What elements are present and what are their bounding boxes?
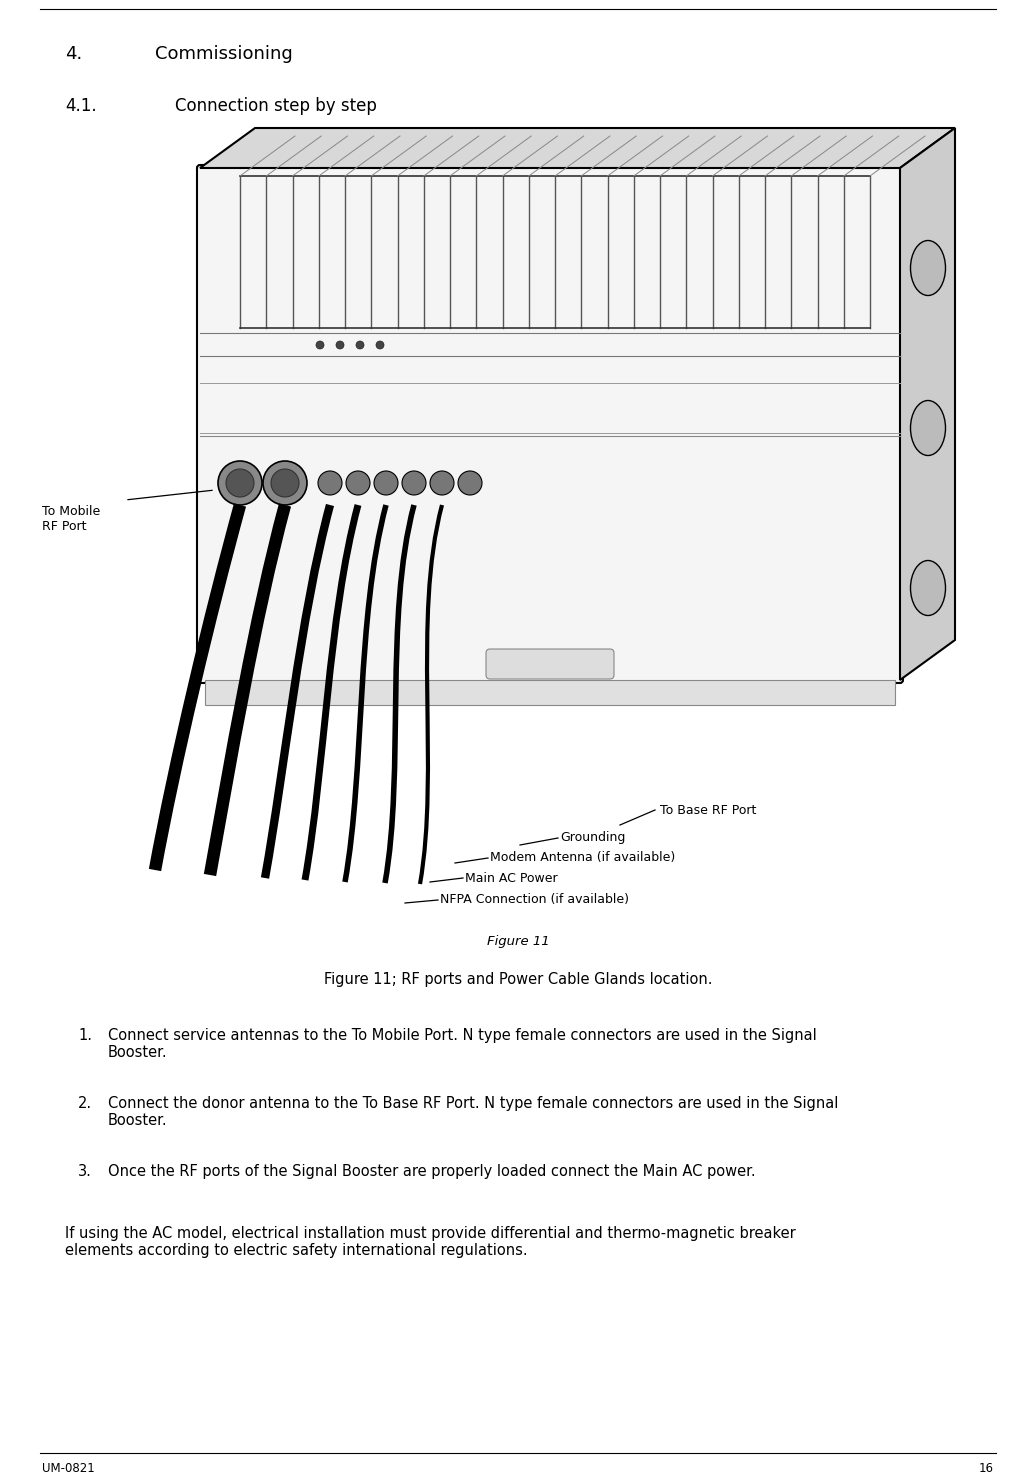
Circle shape <box>318 471 342 495</box>
Text: Main AC Power: Main AC Power <box>465 871 557 884</box>
Text: Figure 11: Figure 11 <box>487 935 549 948</box>
Circle shape <box>356 341 364 350</box>
Text: To Base RF Port: To Base RF Port <box>660 804 756 816</box>
Circle shape <box>316 341 324 350</box>
Text: To Mobile
RF Port: To Mobile RF Port <box>42 505 100 533</box>
Text: 4.: 4. <box>65 44 82 64</box>
Text: 3.: 3. <box>78 1164 92 1179</box>
Text: NFPA Connection (if available): NFPA Connection (if available) <box>440 893 629 906</box>
Circle shape <box>226 469 254 498</box>
Circle shape <box>430 471 454 495</box>
Circle shape <box>263 461 307 505</box>
Text: Connection step by step: Connection step by step <box>175 96 377 116</box>
Polygon shape <box>900 127 955 680</box>
Text: 1.: 1. <box>78 1028 92 1043</box>
Circle shape <box>271 469 299 498</box>
Text: 4.1.: 4.1. <box>65 96 96 116</box>
FancyBboxPatch shape <box>486 649 614 678</box>
Circle shape <box>376 341 384 350</box>
Ellipse shape <box>911 240 946 296</box>
Circle shape <box>218 461 262 505</box>
Text: Grounding: Grounding <box>560 831 626 844</box>
Text: If using the AC model, electrical installation must provide differential and the: If using the AC model, electrical instal… <box>65 1226 796 1259</box>
Text: Connect service antennas to the To Mobile Port. N type female connectors are use: Connect service antennas to the To Mobil… <box>108 1028 816 1060</box>
Text: Once the RF ports of the Signal Booster are properly loaded connect the Main AC : Once the RF ports of the Signal Booster … <box>108 1164 755 1179</box>
Circle shape <box>336 341 344 350</box>
Ellipse shape <box>911 560 946 616</box>
Bar <box>205 680 895 705</box>
Polygon shape <box>200 127 955 167</box>
Circle shape <box>374 471 398 495</box>
Circle shape <box>346 471 370 495</box>
Text: Commissioning: Commissioning <box>155 44 293 64</box>
Text: Connect the donor antenna to the To Base RF Port. N type female connectors are u: Connect the donor antenna to the To Base… <box>108 1096 838 1129</box>
Text: Modem Antenna (if available): Modem Antenna (if available) <box>490 852 675 865</box>
Text: Figure 11; RF ports and Power Cable Glands location.: Figure 11; RF ports and Power Cable Glan… <box>323 972 713 986</box>
Text: 16: 16 <box>979 1462 994 1475</box>
FancyBboxPatch shape <box>197 164 903 683</box>
Circle shape <box>402 471 426 495</box>
Text: 2.: 2. <box>78 1096 92 1111</box>
Text: UM-0821: UM-0821 <box>42 1462 94 1475</box>
Circle shape <box>458 471 482 495</box>
Ellipse shape <box>911 400 946 456</box>
